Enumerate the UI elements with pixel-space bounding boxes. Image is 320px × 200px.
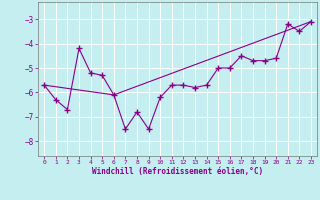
X-axis label: Windchill (Refroidissement éolien,°C): Windchill (Refroidissement éolien,°C) xyxy=(92,167,263,176)
